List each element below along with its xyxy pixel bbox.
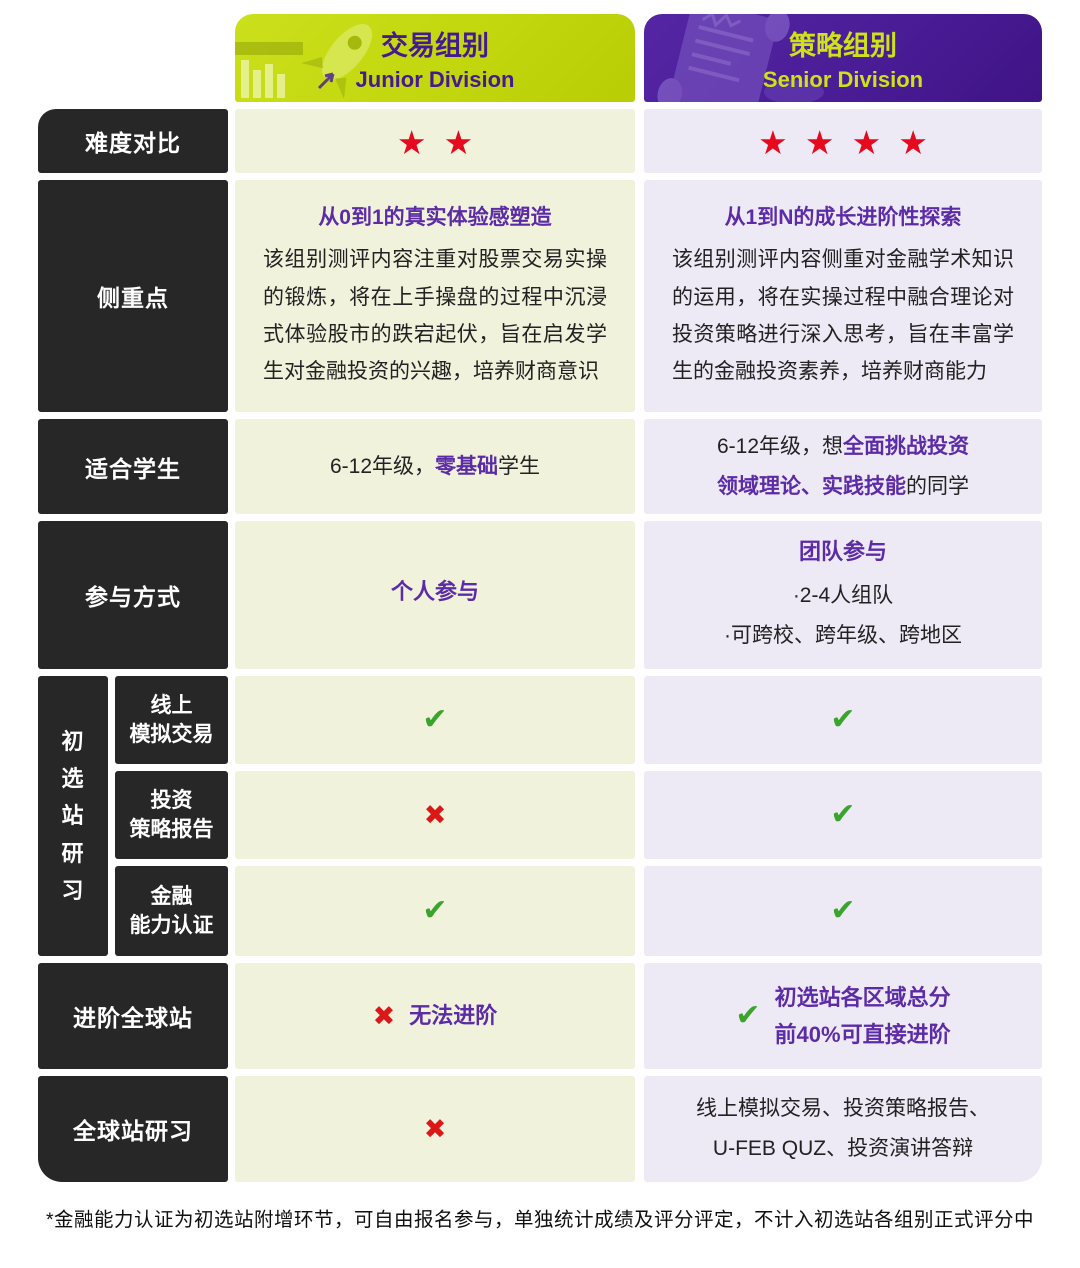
- footnote: *金融能力认证为初选站附增环节，可自由报名参与，单独统计成绩及评分评定，不计入初…: [45, 1209, 1035, 1231]
- senior-title-zh: 策略组别: [789, 30, 897, 61]
- scroll-illustration: [657, 14, 824, 102]
- focus-body: 该组别测评内容侧重对金融学术知识的运用，将在实操过程中融合理论对投资策略进行深入…: [672, 248, 1014, 384]
- advance-cell-junior: ✖ 无法进阶: [235, 963, 635, 1069]
- cross-icon: ✖: [372, 1000, 396, 1031]
- cross-icon: ✖: [423, 799, 447, 830]
- check-icon: ✔: [830, 798, 856, 831]
- check-icon: ✔: [422, 703, 448, 736]
- focus-cell-senior: 从1到N的成长进阶性探索 该组别测评内容侧重对金融学术知识的运用，将在实操过程中…: [644, 180, 1042, 412]
- focus-body: 该组别测评内容注重对股票交易实操的锻炼，将在上手操盘的过程中沉浸式体验股市的跌宕…: [263, 248, 607, 384]
- header-spacer: [38, 14, 228, 102]
- row-label-text: 难度对比: [85, 130, 181, 156]
- senior-column: 策略组别 Senior Division ★ ★ ★ ★ 从1到N的成长进阶性探…: [644, 14, 1042, 1182]
- advance-text: 无法进阶: [409, 1003, 498, 1029]
- row-label-participation: 参与方式: [38, 521, 228, 669]
- row-label-advance: 进阶全球站: [38, 963, 228, 1069]
- group-label-preliminary: 初 选 站 研 习: [38, 676, 108, 956]
- difficulty-stars-junior: ★ ★: [396, 123, 474, 161]
- row-label-text: 参与方式: [85, 584, 181, 610]
- participation-line: ·2-4人组队: [792, 584, 894, 608]
- junior-title-en: Junior Division: [355, 66, 515, 92]
- difficulty-cell-senior: ★ ★ ★ ★: [644, 109, 1042, 173]
- students-text: 6-12年级，零基础学生: [329, 454, 541, 478]
- focus-title: 从0到1的真实体验感塑造: [318, 206, 552, 230]
- check-icon: ✔: [830, 894, 856, 927]
- global-cell-senior: 线上模拟交易、投资策略报告、 U-FEB QUZ、投资演讲答辩: [644, 1076, 1042, 1182]
- participation-title: 团队参与: [798, 539, 887, 565]
- finance-certification-cell-senior: ✔: [644, 866, 1042, 956]
- row-label-global: 全球站研习: [38, 1076, 228, 1182]
- online-trading-cell-junior: ✔: [235, 676, 635, 764]
- difficulty-cell-junior: ★ ★: [235, 109, 635, 173]
- participation-line: ·可跨校、跨年级、跨地区: [724, 624, 962, 647]
- students-cell-senior: 6-12年级，想全面挑战投资 领域理论、实践技能的同学: [644, 419, 1042, 514]
- check-icon: ✔: [830, 703, 856, 736]
- row-label-text: 侧重点: [97, 285, 169, 311]
- rocket-chart-illustration: [235, 23, 373, 100]
- advance-cell-senior: ✔ 初选站各区域总分 前40%可直接进阶: [644, 963, 1042, 1069]
- global-content-text: 线上模拟交易、投资策略报告、 U-FEB QUZ、投资演讲答辩: [696, 1097, 990, 1160]
- row-label-students: 适合学生: [38, 419, 228, 514]
- global-cell-junior: ✖: [235, 1076, 635, 1182]
- row-label-difficulty: 难度对比: [38, 109, 228, 173]
- participation-cell-senior: 团队参与 ·2-4人组队 ·可跨校、跨年级、跨地区: [644, 521, 1042, 669]
- difficulty-stars-senior: ★ ★ ★ ★: [758, 123, 928, 161]
- advance-text: 初选站各区域总分 前40%可直接进阶: [774, 984, 951, 1047]
- preliminary-sublabels: 线上 模拟交易 投资 策略报告 金融 能力认证: [115, 676, 228, 956]
- focus-cell-junior: 从0到1的真实体验感塑造 该组别测评内容注重对股票交易实操的锻炼，将在上手操盘的…: [235, 180, 635, 412]
- participation-text: 个人参与: [390, 579, 479, 604]
- strategy-report-cell-senior: ✔: [644, 771, 1042, 859]
- sublabel-online-trading: 线上 模拟交易: [115, 676, 228, 764]
- check-icon: ✔: [422, 894, 448, 927]
- junior-header: 交易组别 Junior Division: [235, 14, 635, 102]
- row-label-focus: 侧重点: [38, 180, 228, 412]
- focus-title: 从1到N的成长进阶性探索: [724, 206, 962, 230]
- students-text: 6-12年级，想全面挑战投资 领域理论、实践技能的同学: [716, 434, 970, 498]
- junior-column: 交易组别 Junior Division ★ ★ 从0到1的真实体验感塑造 该组…: [235, 14, 635, 1182]
- sublabel-strategy-report: 投资 策略报告: [115, 771, 228, 859]
- sublabel-finance-certification: 金融 能力认证: [115, 866, 228, 956]
- check-icon: ✔: [735, 999, 761, 1032]
- preliminary-group-labels: 初 选 站 研 习 线上 模拟交易 投资 策略报告 金融 能力认证: [38, 676, 228, 956]
- online-trading-cell-senior: ✔: [644, 676, 1042, 764]
- cross-icon: ✖: [423, 1113, 447, 1144]
- row-label-text: 进阶全球站: [73, 1005, 193, 1031]
- senior-title-en: Senior Division: [762, 66, 924, 92]
- comparison-table: 难度对比 侧重点 适合学生 参与方式 初 选 站 研 习 线上 模拟交易 投资 …: [38, 14, 1042, 1182]
- participation-cell-junior: 个人参与: [235, 521, 635, 669]
- students-cell-junior: 6-12年级，零基础学生: [235, 419, 635, 514]
- junior-title-zh: 交易组别: [381, 30, 489, 61]
- finance-certification-cell-junior: ✔: [235, 866, 635, 956]
- row-label-text: 全球站研习: [73, 1118, 193, 1144]
- row-label-column: 难度对比 侧重点 适合学生 参与方式 初 选 站 研 习 线上 模拟交易 投资 …: [38, 14, 228, 1182]
- row-label-text: 适合学生: [85, 455, 181, 482]
- senior-header: 策略组别 Senior Division: [644, 14, 1042, 102]
- strategy-report-cell-junior: ✖: [235, 771, 635, 859]
